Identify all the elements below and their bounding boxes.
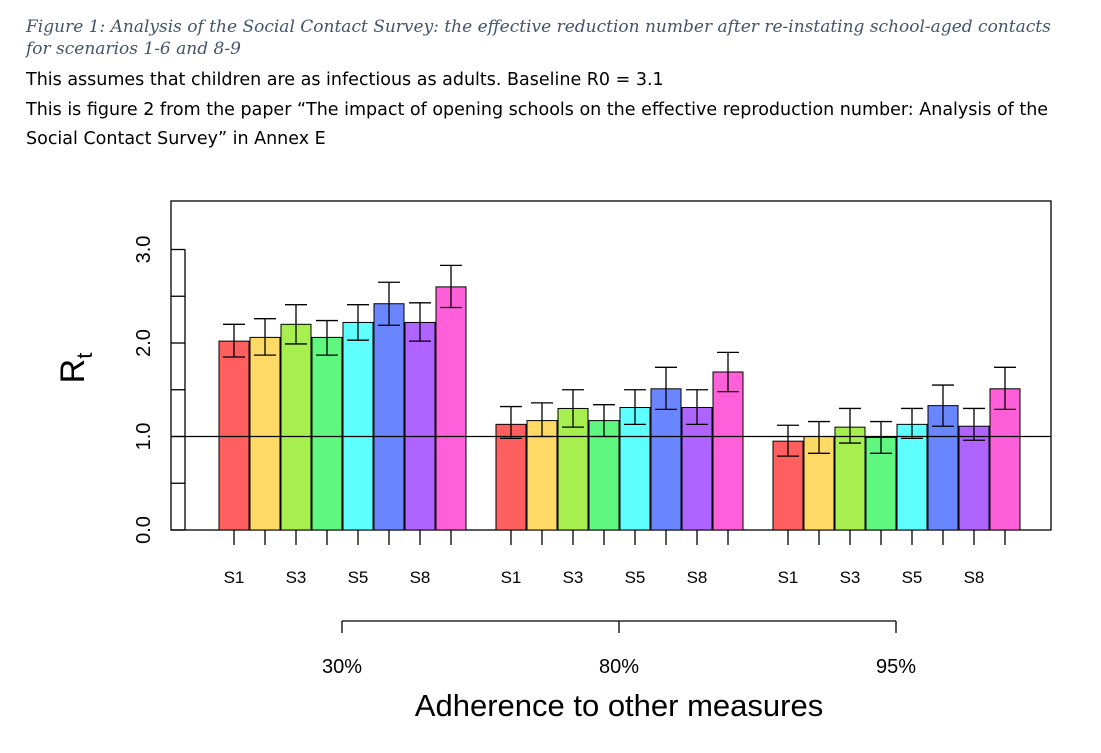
x-tick-label: S1 — [224, 568, 245, 587]
y-tick-label: 0.0 — [133, 516, 155, 544]
error-bar-95pct-S3 — [839, 407, 861, 444]
y-axis-label-main: R — [54, 359, 92, 384]
bar-30pct-S5 — [342, 321, 374, 531]
error-bar-95pct-S9 — [994, 366, 1016, 411]
group-label: 80% — [599, 656, 639, 678]
bar-95pct-S8 — [958, 425, 990, 531]
error-bar-95pct-S2 — [808, 420, 830, 454]
error-bar-80pct-S1 — [500, 405, 522, 440]
x-tick-label: S8 — [687, 568, 708, 587]
bar-80pct-S5 — [619, 407, 651, 531]
bar-30pct-S4 — [311, 336, 343, 531]
error-bar-30pct-S3 — [285, 304, 307, 345]
error-bar-80pct-S5 — [624, 389, 646, 425]
x-tick-label: S8 — [410, 568, 431, 587]
error-bar-95pct-S5 — [901, 407, 923, 440]
bar-30pct-S9 — [435, 286, 467, 531]
y-axis-label-subscript: t — [72, 353, 97, 359]
bar-80pct-S9 — [712, 371, 744, 531]
y-tick-label: 1.0 — [133, 423, 155, 451]
x-axis-title: Adherence to other measures — [415, 688, 823, 723]
bar-95pct-S9 — [989, 388, 1021, 531]
error-bar-80pct-S3 — [562, 389, 584, 428]
x-tick-label: S5 — [902, 568, 923, 587]
error-bar-95pct-S8 — [963, 407, 985, 441]
y-tick-label: 3.0 — [133, 236, 155, 264]
x-tick-label: S5 — [625, 568, 646, 587]
bar-30pct-S2 — [249, 336, 281, 531]
x-tick-label: S3 — [563, 568, 584, 587]
bar-80pct-S1 — [495, 423, 527, 531]
error-bar-30pct-S8 — [409, 302, 431, 342]
y-axis-label: Rt — [54, 353, 97, 384]
error-bar-95pct-S1 — [777, 424, 799, 457]
bar-30pct-S3 — [280, 323, 312, 531]
assumption-text: This assumes that children are as infect… — [26, 70, 664, 90]
error-bar-95pct-S6 — [932, 384, 954, 427]
y-tick-label: 2.0 — [133, 329, 155, 357]
group-label: 30% — [322, 656, 362, 678]
bar-30pct-S6 — [373, 303, 405, 531]
x-tick-label: S3 — [286, 568, 307, 587]
x-tick-label: S3 — [840, 568, 861, 587]
source-text: This is figure 2 from the paper “The imp… — [26, 100, 1049, 149]
bar-30pct-S1 — [218, 340, 250, 531]
figure-caption: Figure 1: Analysis of the Social Contact… — [26, 17, 1051, 59]
error-bar-30pct-S4 — [316, 319, 338, 356]
x-tick-label: S5 — [348, 568, 369, 587]
error-bar-30pct-S5 — [347, 304, 369, 341]
x-tick-label: S8 — [964, 568, 985, 587]
error-bar-30pct-S1 — [223, 323, 245, 358]
bar-80pct-S6 — [650, 388, 682, 531]
bar-30pct-S8 — [404, 321, 436, 531]
group-label: 95% — [876, 656, 916, 678]
bar-80pct-S8 — [681, 407, 713, 531]
error-bar-30pct-S2 — [254, 318, 276, 356]
error-bar-80pct-S8 — [686, 389, 708, 425]
error-bar-30pct-S9 — [440, 264, 462, 309]
bar-95pct-S5 — [896, 423, 928, 531]
bar-80pct-S4 — [588, 420, 620, 531]
error-bar-80pct-S9 — [717, 351, 739, 393]
group-bracket — [618, 620, 896, 633]
error-bar-30pct-S6 — [378, 281, 400, 326]
bar-80pct-S3 — [557, 407, 589, 531]
error-bar-95pct-S4 — [870, 420, 892, 454]
x-tick-label: S1 — [778, 568, 799, 587]
x-tick-label: S1 — [501, 568, 522, 587]
group-bracket — [341, 620, 619, 633]
error-bar-80pct-S6 — [655, 366, 677, 411]
